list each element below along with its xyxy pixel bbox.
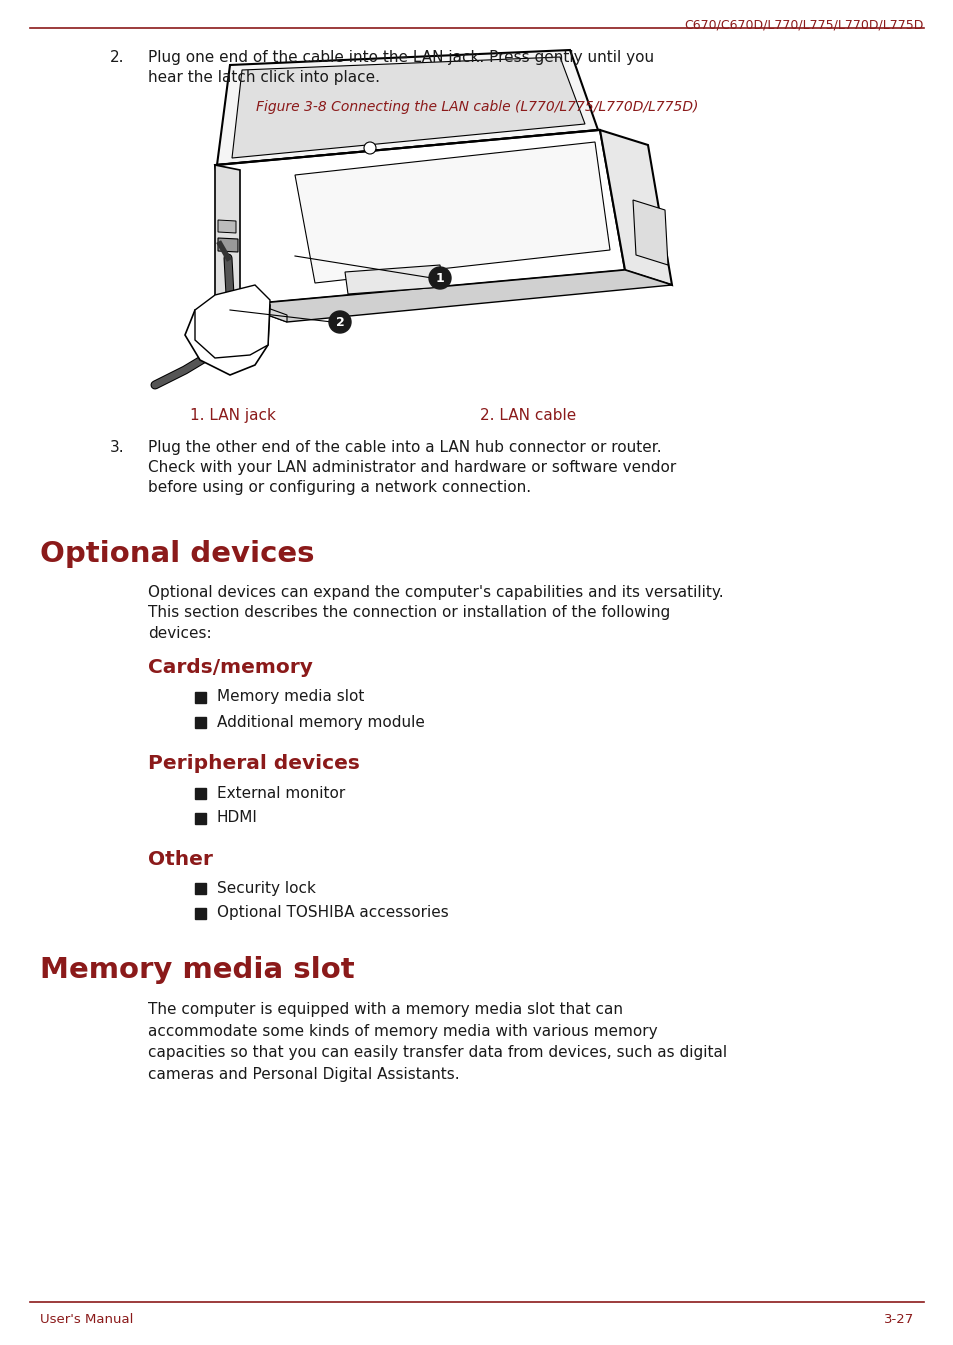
FancyBboxPatch shape [194, 691, 206, 703]
Text: Memory media slot: Memory media slot [40, 956, 355, 985]
Text: Memory media slot: Memory media slot [216, 690, 364, 705]
FancyBboxPatch shape [194, 788, 206, 799]
Polygon shape [216, 50, 598, 165]
Text: Other: Other [148, 850, 213, 869]
Text: The computer is equipped with a memory media slot that can
accommodate some kind: The computer is equipped with a memory m… [148, 1002, 726, 1081]
Polygon shape [214, 130, 624, 305]
Text: Figure 3-8 Connecting the LAN cable (L770/L775/L770D/L775D): Figure 3-8 Connecting the LAN cable (L77… [255, 100, 698, 114]
Circle shape [429, 268, 451, 289]
Text: 2: 2 [335, 316, 344, 328]
Polygon shape [345, 265, 442, 295]
Polygon shape [240, 270, 671, 321]
Text: C670/C670D/L770/L775/L770D/L775D: C670/C670D/L770/L775/L770D/L775D [684, 17, 923, 31]
Text: 2.: 2. [110, 50, 125, 65]
Text: Plug the other end of the cable into a LAN hub connector or router.
Check with y: Plug the other end of the cable into a L… [148, 440, 676, 495]
Polygon shape [218, 238, 237, 252]
Text: Optional devices: Optional devices [40, 539, 314, 568]
Polygon shape [214, 165, 240, 305]
Polygon shape [599, 130, 671, 285]
Text: Security lock: Security lock [216, 881, 315, 896]
Text: HDMI: HDMI [216, 811, 257, 826]
Text: Cards/memory: Cards/memory [148, 658, 313, 677]
Circle shape [329, 311, 351, 334]
Text: Peripheral devices: Peripheral devices [148, 755, 359, 773]
Polygon shape [218, 221, 235, 233]
Text: User's Manual: User's Manual [40, 1313, 133, 1326]
Text: Optional TOSHIBA accessories: Optional TOSHIBA accessories [216, 905, 448, 920]
Text: Additional memory module: Additional memory module [216, 714, 424, 729]
Text: 3.: 3. [110, 440, 125, 455]
FancyBboxPatch shape [194, 884, 206, 894]
Text: Plug one end of the cable into the LAN jack. Press gently until you
hear the lat: Plug one end of the cable into the LAN j… [148, 50, 654, 85]
Text: Optional devices can expand the computer's capabilities and its versatility.
Thi: Optional devices can expand the computer… [148, 585, 723, 640]
Polygon shape [185, 295, 270, 375]
FancyBboxPatch shape [194, 717, 206, 728]
Polygon shape [240, 299, 287, 321]
Polygon shape [633, 200, 667, 265]
Polygon shape [194, 285, 270, 358]
Polygon shape [232, 56, 584, 157]
Text: 3-27: 3-27 [882, 1313, 913, 1326]
Text: 1. LAN jack: 1. LAN jack [190, 408, 275, 422]
Polygon shape [294, 143, 609, 282]
Text: External monitor: External monitor [216, 785, 345, 800]
FancyBboxPatch shape [194, 908, 206, 919]
Text: 1: 1 [436, 272, 444, 285]
Circle shape [364, 143, 375, 153]
Text: 2. LAN cable: 2. LAN cable [479, 408, 576, 422]
FancyBboxPatch shape [194, 812, 206, 824]
